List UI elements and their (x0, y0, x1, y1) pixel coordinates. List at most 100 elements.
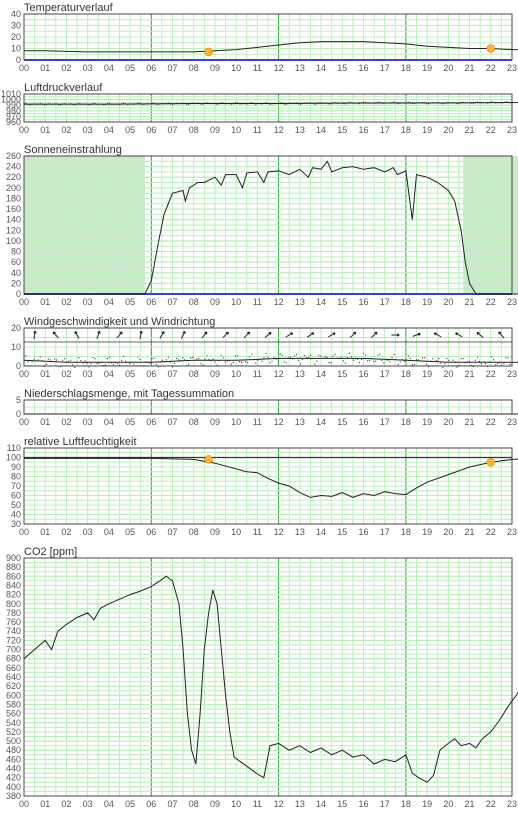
x-tick-label: 17 (380, 417, 390, 427)
x-tick-label: 13 (295, 125, 305, 135)
x-tick-label: 00 (19, 417, 29, 427)
x-tick-label: 07 (168, 799, 178, 809)
x-tick-label: 01 (40, 63, 50, 73)
x-tick-label: 17 (380, 125, 390, 135)
x-tick-label: 14 (316, 417, 326, 427)
x-tick-label: 09 (210, 417, 220, 427)
x-tick-label: 15 (337, 417, 347, 427)
y-tick-label: 700 (6, 645, 21, 655)
x-tick-label: 07 (168, 125, 178, 135)
x-tick-label: 06 (146, 297, 156, 307)
y-tick-label: 20 (11, 323, 21, 333)
y-tick-label: 90 (11, 462, 21, 472)
x-tick-label: 13 (295, 369, 305, 379)
x-tick-label: 02 (61, 799, 71, 809)
x-tick-label: 22 (486, 799, 496, 809)
y-tick-label: 100 (6, 236, 21, 246)
x-tick-label: 14 (316, 369, 326, 379)
x-tick-label: 02 (61, 369, 71, 379)
x-tick-label: 20 (443, 369, 453, 379)
x-tick-label: 06 (146, 417, 156, 427)
x-tick-label: 00 (19, 527, 29, 537)
y-tick-label: 600 (6, 690, 21, 700)
x-tick-label: 19 (422, 369, 432, 379)
x-tick-label: 09 (210, 799, 220, 809)
y-tick-label: 50 (11, 500, 21, 510)
y-tick-label: 10 (11, 44, 21, 54)
x-tick-label: 18 (401, 369, 411, 379)
x-tick-label: 12 (274, 527, 284, 537)
y-tick-label: 800 (6, 599, 21, 609)
y-tick-label: 180 (6, 193, 21, 203)
y-tick-label: 780 (6, 608, 21, 618)
x-tick-label: 21 (465, 297, 475, 307)
y-tick-label: 580 (6, 699, 21, 709)
x-tick-label: 12 (274, 369, 284, 379)
y-tick-label: 80 (11, 472, 21, 482)
x-tick-label: 23 (507, 527, 517, 537)
x-tick-label: 22 (486, 63, 496, 73)
x-tick-label: 04 (104, 297, 114, 307)
y-tick-label: 740 (6, 626, 21, 636)
x-tick-label: 06 (146, 369, 156, 379)
x-tick-label: 05 (125, 417, 135, 427)
x-tick-label: 17 (380, 527, 390, 537)
y-tick-label: 660 (6, 663, 21, 673)
x-tick-label: 04 (104, 125, 114, 135)
x-tick-label: 05 (125, 297, 135, 307)
x-tick-label: 23 (507, 417, 517, 427)
x-tick-label: 08 (189, 63, 199, 73)
x-tick-label: 21 (465, 369, 475, 379)
y-tick-label: 420 (6, 773, 21, 783)
x-tick-label: 07 (168, 527, 178, 537)
y-tick-label: 460 (6, 754, 21, 764)
x-tick-label: 08 (189, 297, 199, 307)
x-tick-label: 03 (83, 417, 93, 427)
x-tick-label: 06 (146, 799, 156, 809)
x-tick-label: 05 (125, 527, 135, 537)
y-tick-label: 620 (6, 681, 21, 691)
x-tick-label: 01 (40, 799, 50, 809)
y-tick-label: 1010 (1, 89, 21, 99)
x-tick-label: 21 (465, 125, 475, 135)
x-tick-label: 03 (83, 297, 93, 307)
x-tick-label: 11 (253, 369, 262, 379)
x-tick-label: 11 (253, 527, 262, 537)
x-tick-label: 15 (337, 369, 347, 379)
y-tick-label: 520 (6, 727, 21, 737)
x-tick-label: 12 (274, 125, 284, 135)
x-tick-label: 05 (125, 125, 135, 135)
x-tick-label: 01 (40, 297, 50, 307)
y-tick-label: 5 (16, 395, 21, 405)
x-tick-label: 16 (358, 799, 368, 809)
x-tick-label: 00 (19, 63, 29, 73)
chart-humidity: 3040506070809010011000010203040506070809… (0, 434, 518, 538)
x-tick-label: 04 (104, 799, 114, 809)
y-tick-label: 820 (6, 590, 21, 600)
x-tick-label: 16 (358, 63, 368, 73)
x-tick-label: 20 (443, 799, 453, 809)
y-tick-label: 140 (6, 215, 21, 225)
x-tick-label: 07 (168, 417, 178, 427)
x-tick-label: 18 (401, 297, 411, 307)
y-tick-label: 860 (6, 571, 21, 581)
x-tick-label: 03 (83, 63, 93, 73)
x-tick-label: 12 (274, 799, 284, 809)
y-tick-label: 840 (6, 580, 21, 590)
x-tick-label: 00 (19, 297, 29, 307)
x-tick-label: 16 (358, 125, 368, 135)
x-tick-label: 11 (253, 297, 262, 307)
x-tick-label: 14 (316, 63, 326, 73)
x-tick-label: 03 (83, 527, 93, 537)
x-tick-label: 00 (19, 369, 29, 379)
x-tick-label: 10 (231, 125, 241, 135)
chart-temp: 0102030400001020304050607080910111213141… (0, 0, 518, 74)
x-tick-label: 18 (401, 417, 411, 427)
x-tick-label: 10 (231, 527, 241, 537)
x-tick-label: 20 (443, 125, 453, 135)
x-tick-label: 08 (189, 799, 199, 809)
x-tick-label: 08 (189, 417, 199, 427)
y-tick-label: 400 (6, 782, 21, 792)
chart-title: Niederschlagsmenge, mit Tagessummation (24, 388, 234, 400)
marker-icon (205, 455, 213, 463)
